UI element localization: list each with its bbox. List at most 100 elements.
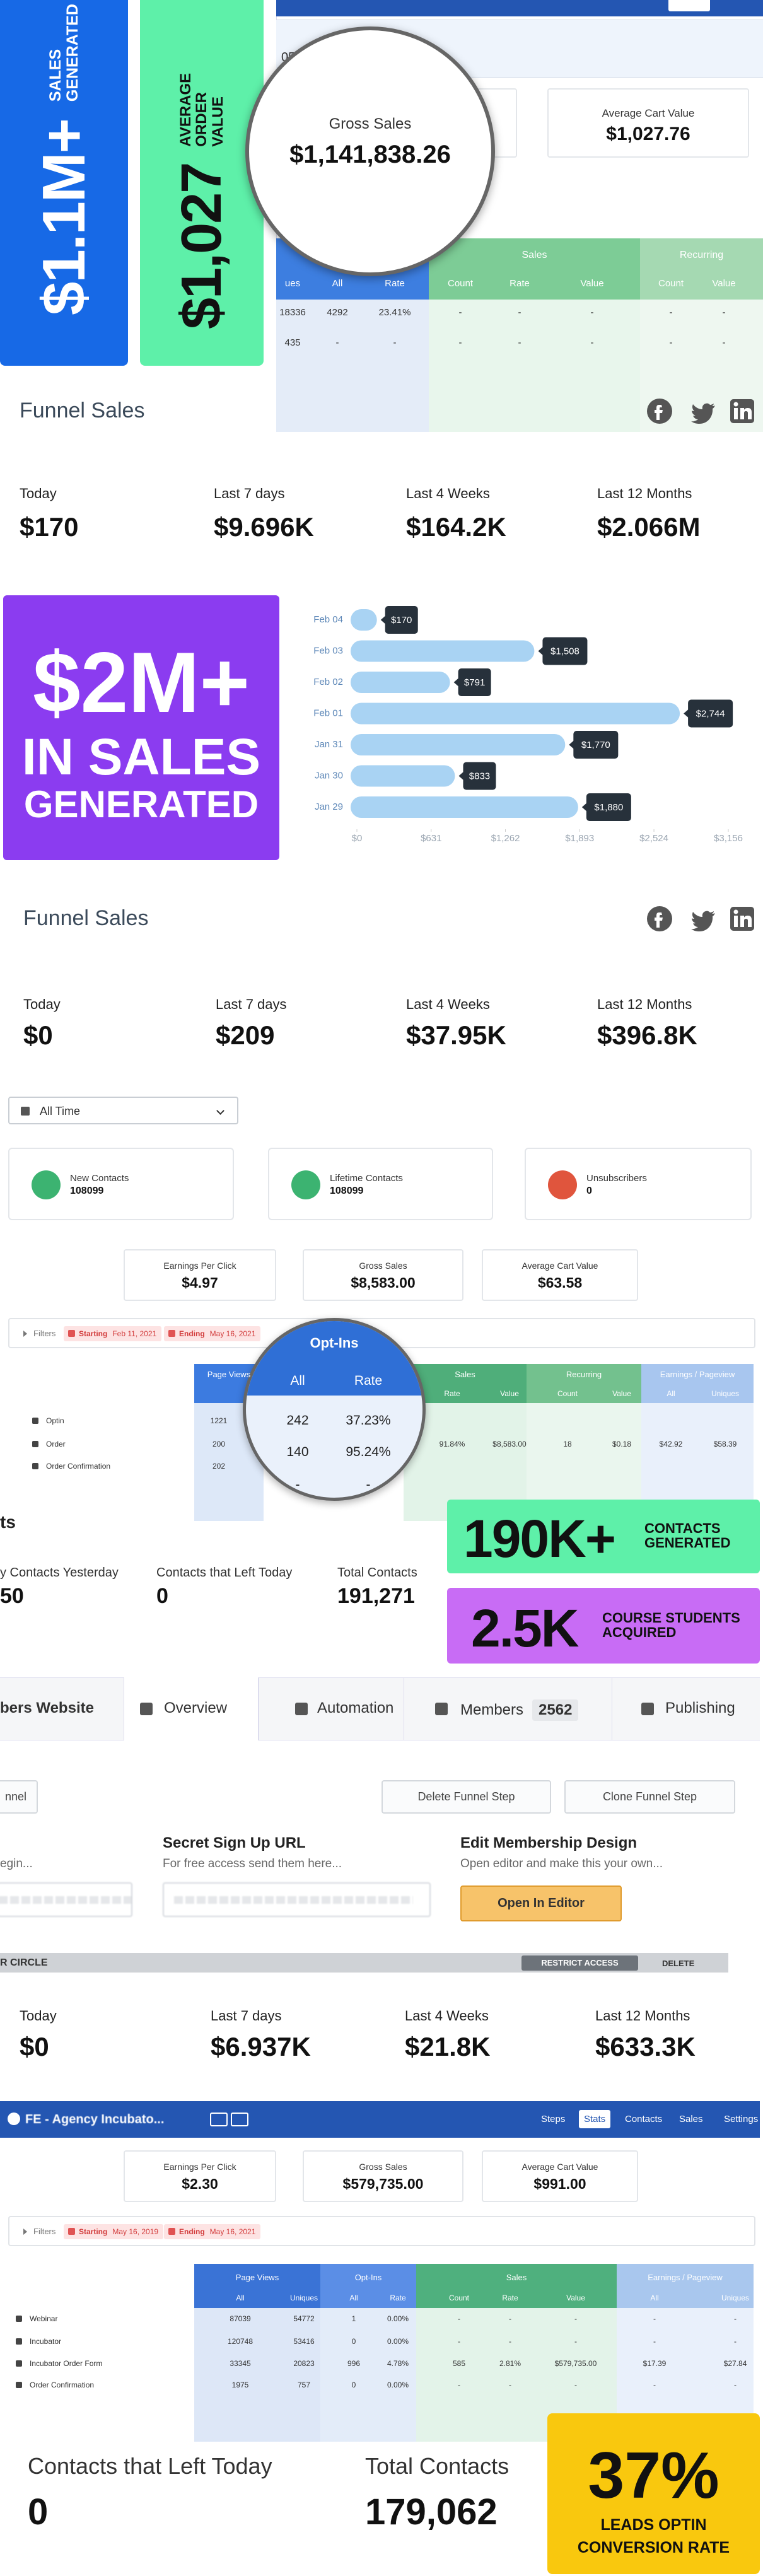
- table-cell: -: [366, 1477, 371, 1492]
- social-icons: [647, 399, 754, 424]
- table-cell: -: [722, 307, 726, 318]
- magnifier: Gross Sales $1,141,838.26: [245, 26, 495, 276]
- column-header: All: [332, 278, 343, 289]
- table-cell: 20823: [293, 2359, 315, 2369]
- table-cell: -: [734, 2314, 737, 2324]
- section-name: R CIRCLE: [0, 1957, 48, 1968]
- column-header: All: [667, 1389, 675, 1399]
- bar: [351, 672, 450, 693]
- stat-label: Last 12 Months: [597, 486, 692, 501]
- promo-label: AVERAGE ORDER VALUE: [177, 73, 226, 147]
- table-cell: -: [518, 307, 521, 318]
- metric-value: $991.00: [533, 2176, 586, 2192]
- table-cell: -: [574, 2314, 577, 2324]
- button[interactable]: Delete Funnel Step: [382, 1780, 551, 1814]
- row-icon: [16, 2338, 22, 2345]
- table-cell: 18: [563, 1440, 572, 1449]
- linkedin-glyph-i: [734, 916, 738, 927]
- tab[interactable]: Members 2562: [460, 1699, 579, 1721]
- linkedin-glyph-dot: [733, 402, 738, 407]
- promo-line: CONVERSION RATE: [577, 2539, 730, 2556]
- table-cell: -: [295, 1477, 300, 1492]
- column-header: Count: [447, 278, 474, 289]
- column-header: Rate: [390, 2293, 406, 2303]
- table-cell: -: [734, 2381, 737, 2390]
- metric-label: Gross Sales: [359, 1261, 407, 1271]
- tab-icon: [435, 1703, 448, 1715]
- column-header: Rate: [385, 278, 405, 289]
- button[interactable]: Clone Funnel Step: [564, 1780, 735, 1814]
- promo-label: CONTACTS GENERATED: [644, 1520, 731, 1551]
- x-tick-label: $631: [421, 833, 441, 844]
- table-cell: -: [458, 2381, 460, 2390]
- nav-item[interactable]: Steps: [536, 2110, 570, 2128]
- nav-item[interactable]: Stats: [579, 2110, 611, 2128]
- table-cell: 23.41%: [378, 307, 411, 318]
- group-header: Recurring: [679, 250, 724, 260]
- funnel-name: FE - Agency Incubato...: [25, 2113, 165, 2126]
- value-label: $1,880: [594, 802, 623, 813]
- tab[interactable]: bers Website: [0, 1699, 94, 1717]
- row-icon: [32, 1463, 38, 1469]
- bar: [351, 796, 578, 818]
- metric-label: Earnings Per Click: [163, 1261, 236, 1271]
- tab-icon: [140, 1703, 153, 1715]
- button[interactable]: Open In Editor: [460, 1885, 622, 1921]
- facebook-glyph: [655, 405, 663, 420]
- section-title: Funnel Sales: [23, 906, 149, 930]
- table-cell: -: [458, 307, 462, 318]
- table-cell: 0: [351, 2381, 356, 2390]
- metric-label: Average Cart Value: [521, 2162, 598, 2172]
- tab-label: Overview: [164, 1699, 228, 1716]
- table-cell: 200: [212, 1440, 226, 1449]
- bar: [351, 640, 535, 662]
- column-header: All: [236, 2293, 245, 2303]
- nav-item[interactable]: Settings: [719, 2110, 763, 2128]
- table-cell: 2.81%: [499, 2359, 521, 2369]
- group-header: Sales: [506, 2273, 527, 2282]
- table-cell: 4.78%: [387, 2359, 409, 2369]
- promo-rotated: $1.1M+ SALES GENERATED: [0, 0, 128, 366]
- table-cell: -: [509, 2381, 511, 2390]
- column-header: Rate: [502, 2293, 518, 2303]
- tab[interactable]: Overview: [164, 1699, 227, 1717]
- linkedin-glyph-i: [734, 408, 738, 419]
- group-header: Page Views: [235, 2273, 279, 2282]
- summary-label: Contacts that Left Today: [28, 2453, 272, 2479]
- table-cell: -: [509, 2314, 511, 2324]
- facebook-glyph: [655, 912, 663, 928]
- column-header: Uniques: [711, 1389, 740, 1399]
- nav-item[interactable]: Contacts: [620, 2110, 667, 2128]
- value-label-box: [542, 637, 588, 665]
- table-cell: 95.24%: [346, 1444, 391, 1459]
- value-label-pointer: [538, 646, 544, 656]
- card-icon: [291, 1170, 320, 1199]
- metric-value: $63.58: [537, 1274, 583, 1291]
- social-icons: [647, 906, 754, 931]
- stat-value: $6.937K: [211, 2032, 311, 2061]
- table-cell: -: [458, 337, 462, 349]
- summary-value: 50: [0, 1584, 24, 1608]
- tab[interactable]: Automation: [317, 1699, 393, 1717]
- table-cell: -: [393, 337, 397, 349]
- tab-label: Automation: [317, 1699, 394, 1716]
- tab-label: Members: [460, 1701, 524, 1718]
- bar-chart: $0 $631 $1,262 $1,893 $2,524 $3,156 Feb 04 $170…: [313, 606, 743, 844]
- summary-value: 191,271: [337, 1584, 415, 1608]
- promo-line: GENERATED: [23, 783, 259, 825]
- stat-label: Last 4 Weeks: [405, 2008, 489, 2024]
- calendar-icon: [68, 1330, 75, 1337]
- button[interactable]: nnel: [0, 1780, 38, 1814]
- table-cell: -: [734, 2337, 737, 2346]
- header-band: [416, 2264, 617, 2308]
- promo-value: $2M+: [33, 634, 250, 730]
- contact-card: Lifetime Contacts 108099: [268, 1148, 493, 1220]
- pill[interactable]: RESTRICT ACCESS: [521, 1955, 638, 1971]
- nav-icon-button: [231, 2113, 248, 2126]
- nav-item[interactable]: Sales: [674, 2110, 708, 2128]
- summary-label: Total Contacts: [365, 2453, 510, 2479]
- table-cell: 33345: [230, 2359, 251, 2369]
- tab[interactable]: Publishing: [665, 1699, 735, 1717]
- stat-value: $164.2K: [406, 512, 506, 542]
- magnified-header: [246, 1321, 422, 1396]
